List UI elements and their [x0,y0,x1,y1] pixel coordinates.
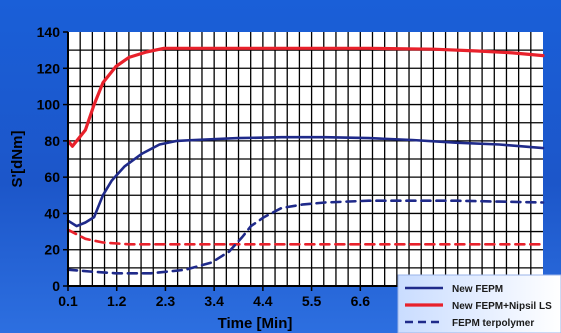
series-line [66,135,545,228]
x-tick-label: 0.1 [58,293,78,309]
y-tick-label: 0 [52,278,60,294]
legend-label: FEPM terpolymer [452,318,534,329]
x-tick-label: 4.4 [253,293,273,309]
series-layer [66,46,545,275]
legend: New FEPM New FEPM+Nipsil LS FEPM terpolyme… [397,274,561,333]
x-axis-title: Time [Min] [218,315,293,332]
y-tick-label: 80 [44,133,60,149]
y-tick-label: 20 [44,242,60,258]
series-line [66,199,545,275]
x-tick-label: 3.4 [204,293,224,309]
x-tick-label: 5.5 [302,293,322,309]
legend-entries: New FEPM New FEPM+Nipsil LS FEPM terpolyme… [405,284,552,329]
y-tick-label: 140 [37,24,61,40]
y-tick-label: 100 [37,97,61,113]
legend-label: New FEPM [452,284,503,295]
x-tick-label: 1.2 [107,293,127,309]
series-line [66,46,545,148]
y-tick-labels: 0 20 40 60 80 100 120 140 [37,24,68,294]
series-line [66,228,545,246]
legend-label: New FEPM+Nipsil LS [452,301,552,312]
y-axis-title: S'[dNm] [9,131,26,188]
y-tick-label: 40 [44,205,60,221]
y-tick-label: 120 [37,60,61,76]
x-tick-label: 2.3 [156,293,176,309]
x-tick-label: 6.6 [351,293,371,309]
x-tick-labels: 0.11.22.33.44.45.56.67.7 [58,286,419,309]
y-tick-label: 60 [44,169,60,185]
